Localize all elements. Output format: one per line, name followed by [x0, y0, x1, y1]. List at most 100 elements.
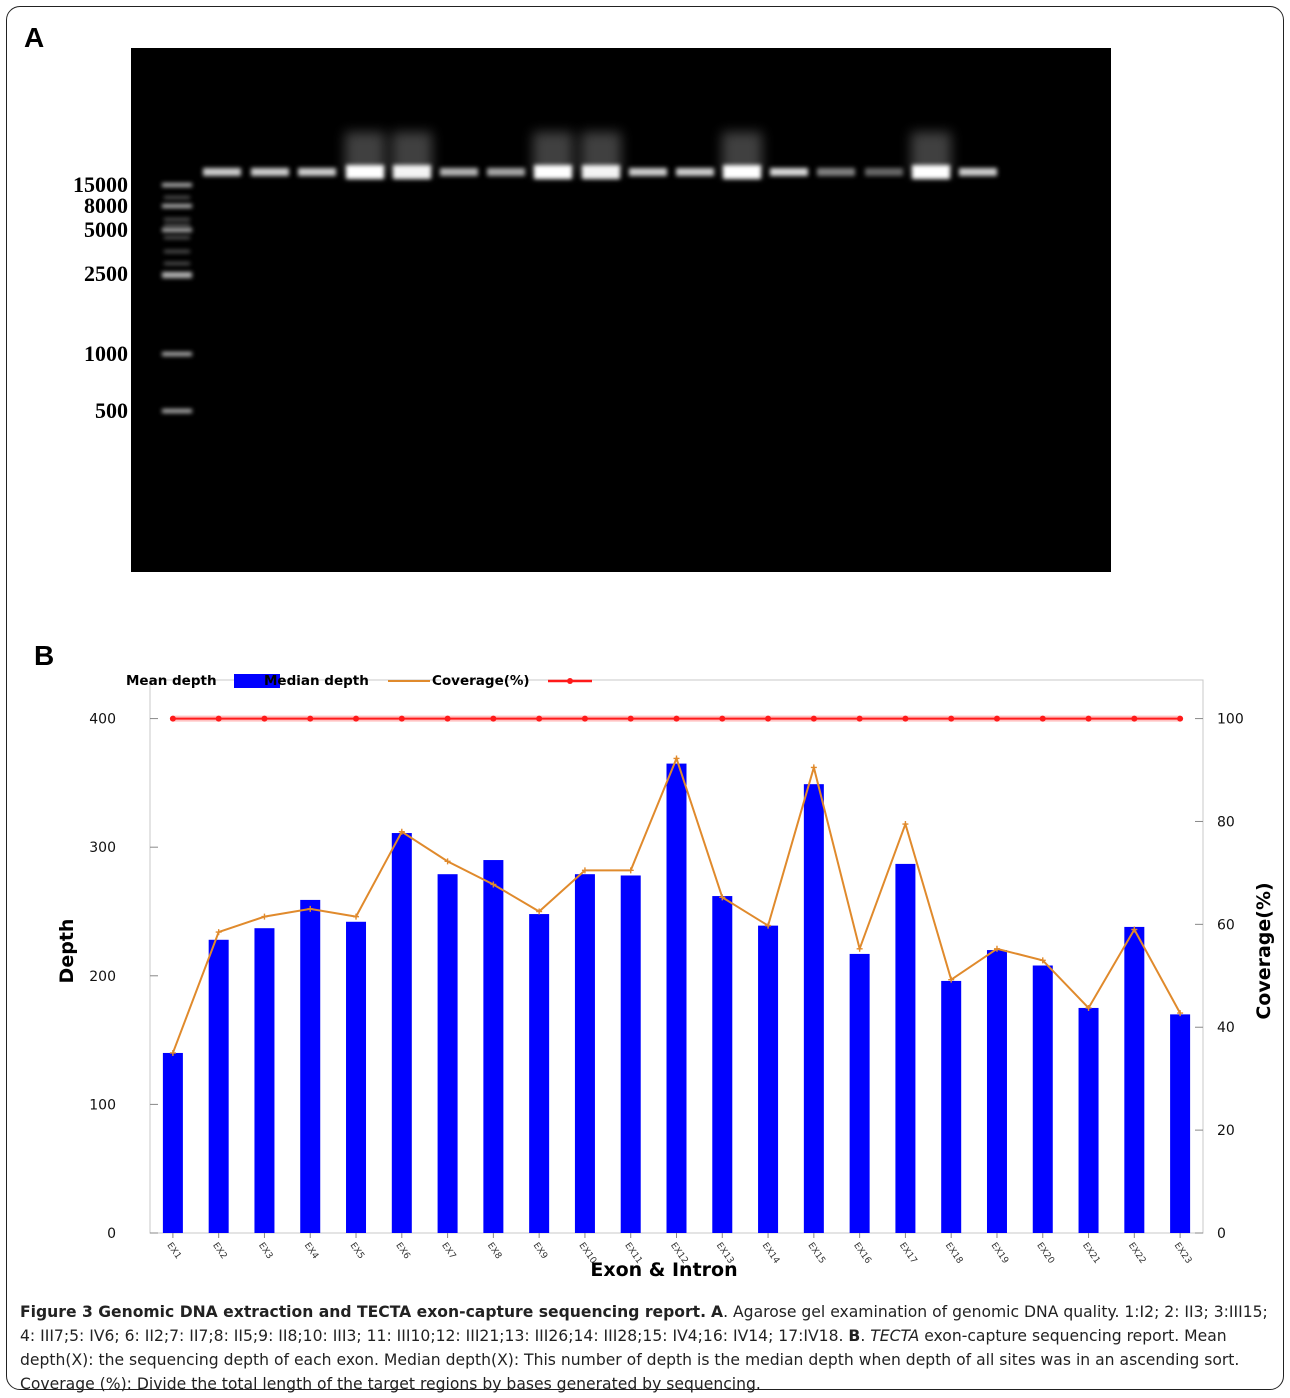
gel-image [131, 48, 1111, 572]
bar-EX9 [529, 914, 550, 1233]
median-point [673, 755, 680, 762]
bar-EX7 [437, 874, 458, 1233]
x-axis-label: Exon & Intron [590, 1259, 737, 1281]
median-point [215, 929, 222, 936]
y-tick-label: 200 [89, 969, 116, 985]
coverage-point [398, 715, 405, 722]
median-point [765, 922, 772, 929]
coverage-point [627, 715, 634, 722]
bar-EX2 [208, 939, 229, 1233]
bar-EX17 [895, 863, 916, 1233]
bar-EX20 [1032, 965, 1053, 1233]
caption-text-b: exon-capture sequencing report. Mean dep… [20, 1327, 1240, 1393]
coverage-point [856, 715, 863, 722]
bar-EX5 [346, 921, 367, 1233]
median-point [1131, 926, 1138, 933]
x-tick-label: EX18 [943, 1241, 965, 1266]
lane-label-9: 9 [595, 52, 607, 77]
x-tick-label: EX19 [989, 1241, 1011, 1266]
coverage-point [993, 715, 1000, 722]
gel-background [131, 48, 1111, 572]
lane-label-marker: M [165, 52, 187, 77]
sample-band [770, 168, 808, 176]
bar-EX10 [574, 874, 595, 1233]
coverage-point [581, 715, 588, 722]
figure-caption: Figure 3 Genomic DNA extraction and TECT… [20, 1300, 1270, 1396]
x-tick-label: EX2 [210, 1241, 228, 1261]
median-point [1177, 1010, 1184, 1017]
coverage-point [215, 715, 222, 722]
sample-band [865, 168, 903, 176]
y2-tick-label: 40 [1217, 1020, 1235, 1036]
lane-label-13: 13 [777, 52, 801, 77]
x-tick-label: EX6 [393, 1241, 411, 1261]
bar-EX23 [1170, 1014, 1191, 1233]
sample-band [203, 168, 241, 176]
coverage-point [169, 715, 176, 722]
median-point [810, 764, 817, 771]
sample-band [440, 168, 478, 176]
median-point [948, 976, 955, 983]
bar-EX15 [803, 784, 824, 1233]
marker-label-500: 500 [95, 398, 128, 423]
coverage-point [490, 715, 497, 722]
median-point [581, 867, 588, 874]
y-tick-label: 0 [107, 1226, 116, 1242]
lane-label-8: 8 [547, 52, 559, 77]
legend-swatch-mean [234, 674, 280, 688]
sample-band [723, 165, 761, 179]
lane-label-7: 7 [500, 52, 512, 77]
median-point [719, 894, 726, 901]
bar-EX3 [254, 928, 275, 1233]
marker-label-15000: 15000 [73, 172, 128, 197]
y2-tick-label: 0 [1217, 1226, 1226, 1242]
ladder-band [162, 228, 192, 232]
bar-EX18 [941, 980, 962, 1233]
panel-a-letter: A [24, 22, 45, 53]
coverage-point [1131, 715, 1138, 722]
marker-label-8000: 8000 [84, 193, 128, 218]
sample-band [676, 168, 714, 176]
bar-EX16 [849, 953, 870, 1233]
bar-EX14 [758, 925, 779, 1233]
lane-label-11: 11 [684, 52, 706, 77]
sample-band [629, 168, 667, 176]
coverage-point [1177, 715, 1184, 722]
coverage-point [810, 715, 817, 722]
x-tick-label: EX15 [805, 1241, 827, 1266]
sample-band [346, 165, 384, 179]
median-point [261, 913, 268, 920]
panel-b-letter: B [34, 640, 55, 671]
y2-tick-label: 100 [1217, 712, 1244, 728]
caption-heading: Figure 3 Genomic DNA extraction and TECT… [20, 1303, 707, 1321]
median-point [490, 881, 497, 888]
sample-band [487, 168, 525, 176]
median-point [627, 867, 634, 874]
coverage-point [353, 715, 360, 722]
y-tick-label: 400 [89, 712, 116, 728]
lane-label-1: 1 [216, 52, 228, 77]
bar-EX6 [391, 833, 412, 1233]
caption-sep-b: . [860, 1327, 871, 1345]
coverage-point [673, 715, 680, 722]
bar-EX13 [712, 896, 733, 1233]
sample-band [959, 168, 997, 176]
coverage-point [948, 715, 955, 722]
x-tick-label: EX16 [851, 1241, 873, 1266]
lane-label-16: 16 [919, 52, 943, 77]
bar-EX19 [986, 950, 1007, 1233]
sample-band [582, 165, 620, 179]
median-point [169, 1049, 176, 1056]
x-tick-label: EX4 [302, 1241, 320, 1261]
x-tick-label: EX20 [1034, 1241, 1056, 1266]
median-point [902, 821, 909, 828]
bar-EX1 [162, 1052, 183, 1233]
ladder-band-faint [164, 224, 190, 227]
ladder-band-faint [164, 250, 190, 253]
y2-axis-label: Coverage(%) [1253, 882, 1275, 1019]
coverage-point [765, 715, 772, 722]
sample-band [251, 168, 289, 176]
legend-label-mean: Mean depth [126, 673, 217, 689]
coverage-point [261, 715, 268, 722]
coverage-point [307, 715, 314, 722]
